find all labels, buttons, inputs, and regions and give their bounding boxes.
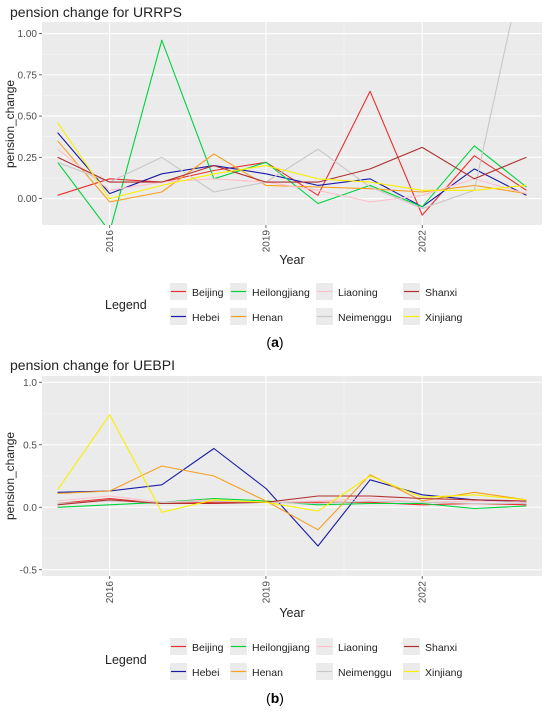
series-line-neimenggu — [57, 22, 512, 210]
panel-a: pension change for URRPS 0.00 0.25 0.50 0.7… — [3, 4, 542, 350]
caption-letter: a — [271, 334, 279, 350]
legend-title: Legend — [105, 653, 147, 667]
legend-item-hebei: Hebei — [170, 663, 219, 680]
y-tick-labels: -0.5 0.0 0.5 1.0 — [20, 378, 42, 576]
y-axis-label: pension_change — [3, 432, 17, 520]
panel-caption: (b) — [266, 690, 284, 706]
legend-title: Legend — [105, 298, 147, 312]
series-line-heilongjiang — [57, 39, 527, 225]
series-line-shanxi — [57, 146, 527, 183]
panel-caption: (a) — [266, 334, 283, 350]
legend-label: Beijing — [192, 642, 224, 654]
x-tick-label: 2019 — [261, 230, 272, 253]
series-line-xinjiang — [57, 414, 527, 513]
legend-item-shanxi: Shanxi — [403, 638, 457, 655]
y-tick-label: 0.50 — [18, 112, 38, 123]
legend-item-liaoning: Liaoning — [316, 638, 378, 655]
legend-label: Shanxi — [425, 287, 457, 299]
x-tick-labels: 2016 2019 2022 — [105, 576, 429, 603]
legend-label: Liaoning — [338, 642, 378, 654]
x-tick-label: 2016 — [105, 230, 116, 253]
legend-item-beijing: Beijing — [170, 283, 224, 300]
legend-item-xinjiang: Xinjiang — [403, 308, 463, 325]
x-tick-labels: 2016 2019 2022 — [105, 225, 429, 252]
legend-item-hebei: Hebei — [170, 308, 219, 325]
legend-item-henan: Henan — [230, 308, 283, 325]
y-tick-label: 1.00 — [18, 29, 38, 40]
legend-item-neimenggu: Neimenggu — [316, 663, 392, 680]
legend-label: Shanxi — [425, 642, 457, 654]
series-line-shanxi — [57, 495, 527, 506]
legend-label: Xinjiang — [425, 312, 463, 324]
series-line-hebei — [57, 447, 527, 547]
legend-label: Heilongjiang — [252, 287, 310, 299]
legend-label: Henan — [252, 312, 283, 324]
legend-label: Xinjiang — [425, 667, 463, 679]
legend-label: Beijing — [192, 287, 224, 299]
gridlines — [42, 22, 542, 225]
y-tick-labels: 0.00 0.25 0.50 0.75 1.00 — [18, 29, 42, 205]
legend-item-heilongjiang: Heilongjiang — [230, 283, 310, 300]
y-tick-label: 0.75 — [18, 70, 38, 81]
legend: Legend Beijing Hebei Heilongjiang Henan Liao… — [105, 638, 463, 680]
y-axis-label: pension_change — [3, 80, 17, 168]
legend-item-henan: Henan — [230, 663, 283, 680]
legend-item-xinjiang: Xinjiang — [403, 663, 463, 680]
series-line-beijing — [57, 497, 527, 506]
series-lines — [57, 22, 527, 225]
series-line-xinjiang — [57, 122, 527, 200]
legend-label: Hebei — [192, 312, 219, 324]
series-line-liaoning — [57, 495, 527, 503]
y-tick-label: 1.0 — [23, 378, 37, 389]
legend-item-heilongjiang: Heilongjiang — [230, 638, 310, 655]
y-tick-label: 0.00 — [18, 194, 38, 205]
x-tick-label: 2022 — [418, 581, 429, 604]
legend-item-shanxi: Shanxi — [403, 283, 457, 300]
x-axis-label: Year — [279, 606, 304, 620]
legend-label: Neimenggu — [338, 312, 392, 324]
legend-item-liaoning: Liaoning — [316, 283, 378, 300]
y-tick-label: 0.25 — [18, 153, 38, 164]
y-tick-label: 0.0 — [23, 503, 37, 514]
legend-item-neimenggu: Neimenggu — [316, 308, 392, 325]
legend-label: Heilongjiang — [252, 642, 310, 654]
caption-letter: b — [271, 690, 280, 706]
series-line-hebei — [57, 132, 527, 208]
legend-item-beijing: Beijing — [170, 638, 224, 655]
plot-panel — [42, 22, 542, 225]
legend-label: Liaoning — [338, 287, 378, 299]
x-axis-label: Year — [279, 253, 304, 267]
legend-label: Hebei — [192, 667, 219, 679]
y-tick-label: 0.5 — [23, 440, 37, 451]
legend: Legend Beijing Hebei Heilongjiang Henan Liao… — [105, 283, 463, 325]
x-tick-label: 2016 — [105, 581, 116, 604]
x-tick-label: 2019 — [261, 581, 272, 604]
legend-label: Neimenggu — [338, 667, 392, 679]
series-lines — [57, 414, 527, 547]
legend-label: Henan — [252, 667, 283, 679]
series-line-henan — [57, 465, 527, 531]
panel-b: pension change for UEBPI -0.5 0.0 0.5 1.0 2… — [3, 357, 542, 706]
chart-title: pension change for UEBPI — [10, 357, 175, 373]
chart-title: pension change for URRPS — [10, 4, 182, 20]
x-tick-label: 2022 — [418, 230, 429, 253]
series-line-liaoning — [57, 148, 527, 203]
y-tick-label: -0.5 — [20, 565, 38, 576]
series-line-beijing — [57, 90, 527, 216]
